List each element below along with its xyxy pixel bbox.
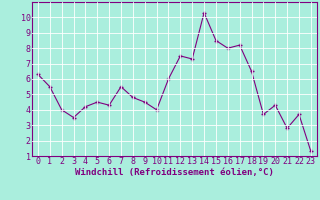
X-axis label: Windchill (Refroidissement éolien,°C): Windchill (Refroidissement éolien,°C)	[75, 168, 274, 177]
